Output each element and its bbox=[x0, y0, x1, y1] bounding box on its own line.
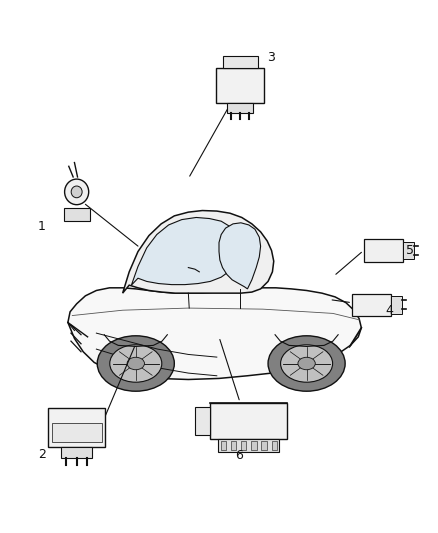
Bar bbox=[61, 447, 92, 458]
Polygon shape bbox=[131, 217, 240, 285]
Ellipse shape bbox=[127, 357, 145, 370]
Bar bbox=[231, 441, 236, 450]
Bar bbox=[195, 407, 210, 435]
Bar bbox=[391, 296, 402, 314]
Bar bbox=[210, 403, 287, 439]
Text: 4: 4 bbox=[385, 304, 393, 317]
Bar bbox=[227, 102, 253, 113]
Text: 6: 6 bbox=[235, 449, 243, 462]
Bar bbox=[352, 294, 391, 316]
Text: 1: 1 bbox=[38, 220, 46, 233]
Ellipse shape bbox=[110, 345, 162, 382]
Bar bbox=[272, 441, 277, 450]
Bar bbox=[364, 239, 403, 262]
Bar bbox=[223, 56, 258, 68]
Bar bbox=[221, 441, 226, 450]
Ellipse shape bbox=[281, 345, 332, 382]
Ellipse shape bbox=[97, 336, 174, 391]
Bar bbox=[241, 441, 246, 450]
Text: 5: 5 bbox=[406, 244, 413, 257]
Bar bbox=[251, 441, 257, 450]
Ellipse shape bbox=[268, 336, 345, 391]
FancyBboxPatch shape bbox=[216, 68, 264, 102]
FancyBboxPatch shape bbox=[48, 408, 105, 447]
Text: 2: 2 bbox=[38, 448, 46, 461]
Polygon shape bbox=[123, 211, 274, 293]
Bar bbox=[403, 241, 414, 260]
Text: 3: 3 bbox=[267, 51, 275, 64]
Bar bbox=[52, 423, 102, 442]
Bar bbox=[261, 441, 267, 450]
Ellipse shape bbox=[71, 186, 82, 198]
Ellipse shape bbox=[298, 357, 315, 370]
Ellipse shape bbox=[64, 179, 88, 205]
Bar bbox=[218, 439, 279, 452]
Polygon shape bbox=[68, 288, 361, 379]
Bar bbox=[64, 208, 90, 221]
Polygon shape bbox=[219, 223, 261, 289]
